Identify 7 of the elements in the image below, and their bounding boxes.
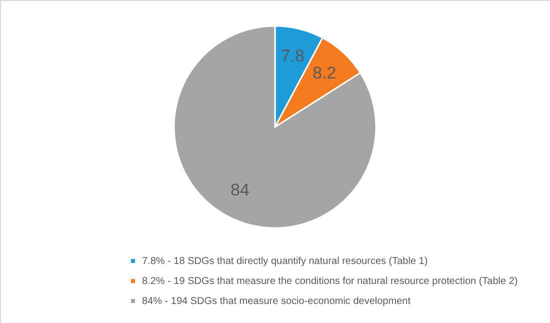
- data-label: 7.8: [280, 46, 304, 66]
- data-label: 8.2: [312, 64, 336, 83]
- pie-slice: [173, 25, 377, 229]
- data-label: 84: [230, 180, 250, 200]
- legend-label: 8.2% - 19 SDGs that measure the conditions for natural resource protection (Table 2): [142, 276, 518, 287]
- legend-label: 84% - 194 SDGs that measure socio-economic development: [142, 296, 411, 307]
- legend-label: 7.8% - 18 SDGs that directly quantify natural resources (Table 1): [142, 256, 428, 267]
